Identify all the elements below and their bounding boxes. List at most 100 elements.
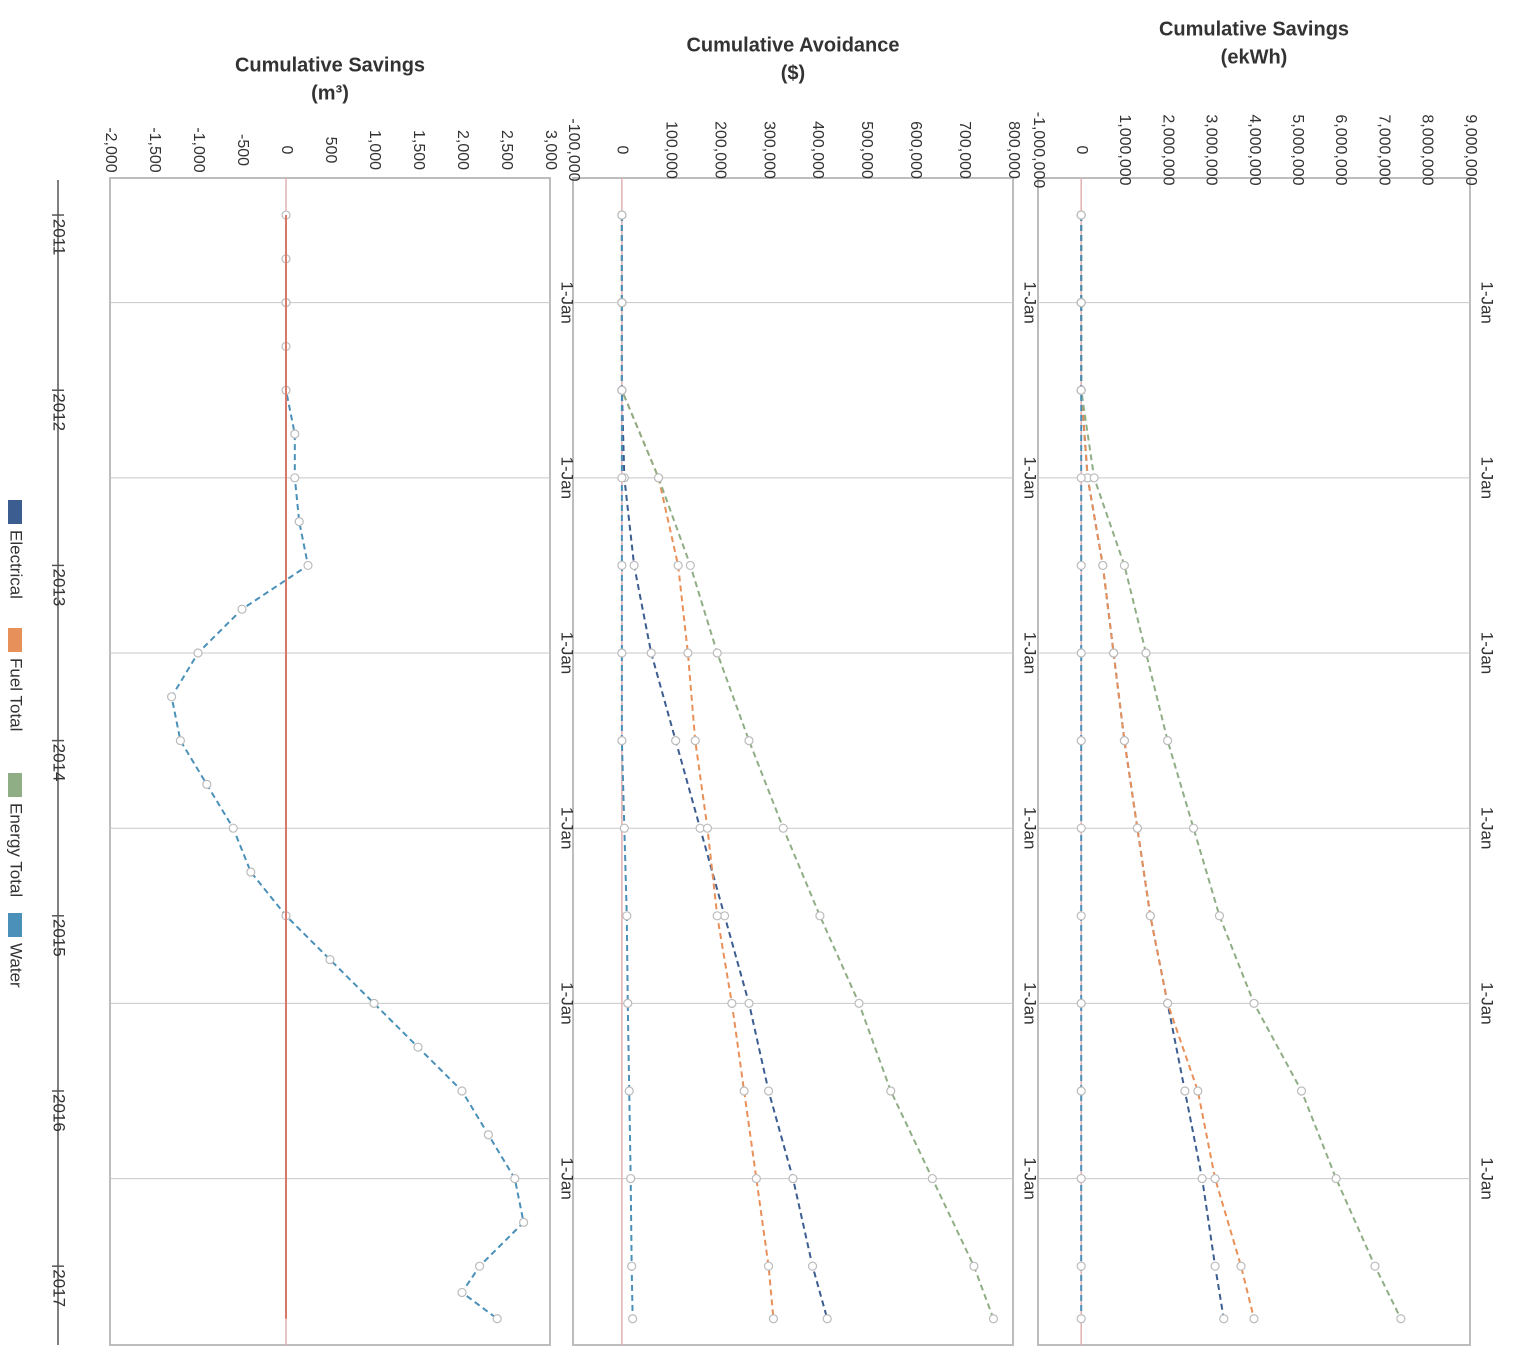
year-label: 2016 bbox=[50, 1094, 69, 1132]
series-line bbox=[1080, 215, 1402, 1320]
value-tick-label: 2,500 bbox=[498, 130, 515, 170]
value-tick-label: 300,000 bbox=[760, 121, 777, 179]
value-tick-label: 3,000 bbox=[542, 130, 559, 170]
data-point bbox=[624, 1086, 634, 1096]
data-point bbox=[619, 823, 629, 833]
data-point bbox=[369, 998, 379, 1008]
jan-tick-label: 1-Jan bbox=[1478, 457, 1497, 500]
value-tick-label: 0 bbox=[278, 146, 295, 155]
data-point bbox=[1108, 648, 1119, 658]
legend-swatch bbox=[8, 500, 22, 524]
year-label: 2014 bbox=[50, 744, 69, 782]
data-point bbox=[653, 473, 664, 483]
data-point bbox=[854, 998, 864, 1008]
data-point bbox=[671, 736, 681, 746]
value-tick-label: -2,000 bbox=[102, 127, 119, 172]
data-point bbox=[1119, 736, 1130, 746]
data-point bbox=[628, 1314, 638, 1324]
data-point bbox=[629, 560, 639, 571]
data-point bbox=[1076, 1173, 1086, 1184]
data-point bbox=[167, 692, 177, 702]
value-tick-label: 800,000 bbox=[1005, 121, 1022, 179]
value-tick-label: 500,000 bbox=[858, 121, 875, 179]
year-label: 2015 bbox=[50, 919, 69, 957]
data-point bbox=[1119, 560, 1130, 571]
jan-tick-label: 1-Jan bbox=[1021, 1157, 1040, 1200]
data-point bbox=[1162, 998, 1173, 1008]
data-point bbox=[1076, 298, 1086, 308]
value-tick-label: 2,000 bbox=[454, 130, 471, 170]
jan-tick-label: 1-Jan bbox=[1478, 632, 1497, 675]
chart-title: Cumulative Savings bbox=[235, 55, 425, 77]
data-point bbox=[518, 1217, 529, 1227]
data-point bbox=[702, 823, 713, 833]
data-point bbox=[626, 1173, 636, 1184]
data-point bbox=[175, 736, 185, 746]
data-point bbox=[1193, 1086, 1203, 1096]
data-point bbox=[1249, 998, 1259, 1008]
value-tick-label: 9,000,000 bbox=[1462, 114, 1479, 185]
data-point bbox=[683, 648, 693, 658]
value-tick-label: 0 bbox=[614, 146, 631, 155]
data-point bbox=[751, 1173, 761, 1184]
jan-tick-label: 1-Jan bbox=[558, 982, 577, 1025]
data-point bbox=[1076, 385, 1086, 395]
value-tick-label: -500 bbox=[234, 134, 251, 166]
data-point bbox=[483, 1130, 493, 1140]
legend-label: Energy Total bbox=[7, 803, 26, 897]
data-point bbox=[1076, 736, 1086, 746]
legend-item-energy-total: Energy Total bbox=[7, 773, 26, 897]
series-line bbox=[1080, 215, 1255, 1319]
data-point bbox=[1162, 736, 1173, 746]
data-point bbox=[815, 911, 825, 921]
data-point bbox=[1214, 911, 1225, 921]
data-point bbox=[228, 823, 238, 833]
jan-tick-label: 1-Jan bbox=[1478, 807, 1497, 850]
jan-tick-label: 1-Jan bbox=[1021, 982, 1040, 1025]
data-point bbox=[646, 648, 656, 658]
plot-frame bbox=[572, 177, 1014, 1346]
data-point bbox=[1188, 823, 1199, 833]
legend-item-fuel-total: Fuel Total bbox=[7, 628, 26, 731]
data-point bbox=[617, 385, 627, 395]
data-point bbox=[246, 867, 256, 877]
chart-subtitle: (m³) bbox=[311, 83, 349, 105]
data-point bbox=[685, 560, 695, 571]
value-tick-label: -1,000 bbox=[190, 127, 207, 172]
data-point bbox=[617, 298, 627, 308]
data-point bbox=[1370, 1261, 1380, 1271]
data-point bbox=[739, 1086, 749, 1096]
legend-label: Water bbox=[7, 943, 26, 988]
data-point bbox=[744, 736, 754, 746]
data-point bbox=[457, 1287, 467, 1298]
data-point bbox=[1076, 1261, 1086, 1271]
data-point bbox=[457, 1086, 467, 1096]
chart-panel-m3: -2,000 -1,500 -1,000 -500 0 500 1,000 1,500 2,00… bbox=[102, 55, 577, 1346]
data-point bbox=[768, 1314, 779, 1324]
year-label: 2012 bbox=[50, 393, 69, 431]
data-point bbox=[1141, 648, 1151, 658]
value-tick-label: 0 bbox=[1073, 146, 1090, 155]
data-point bbox=[1145, 911, 1155, 921]
data-point bbox=[1236, 1261, 1246, 1271]
jan-tick-label: 1-Jan bbox=[1021, 281, 1040, 324]
data-point bbox=[290, 429, 300, 439]
data-point bbox=[325, 954, 335, 965]
value-tick-label: 500 bbox=[322, 137, 339, 164]
data-point bbox=[712, 911, 722, 921]
value-tick-label: 6,000,000 bbox=[1332, 114, 1349, 185]
legend-swatch bbox=[8, 773, 22, 797]
data-point bbox=[617, 736, 627, 746]
data-point bbox=[475, 1261, 485, 1271]
data-point bbox=[927, 1173, 937, 1184]
data-point bbox=[1210, 1173, 1220, 1184]
data-point bbox=[763, 1261, 774, 1271]
data-point bbox=[1180, 1086, 1190, 1096]
data-point bbox=[1076, 1314, 1086, 1324]
jan-tick-label: 1-Jan bbox=[1478, 982, 1497, 1025]
jan-tick-label: 1-Jan bbox=[1021, 457, 1040, 500]
data-point bbox=[778, 823, 788, 833]
jan-tick-label: 1-Jan bbox=[1021, 632, 1040, 675]
legend: Electrical Fuel Total Energy Total Water bbox=[7, 500, 26, 988]
